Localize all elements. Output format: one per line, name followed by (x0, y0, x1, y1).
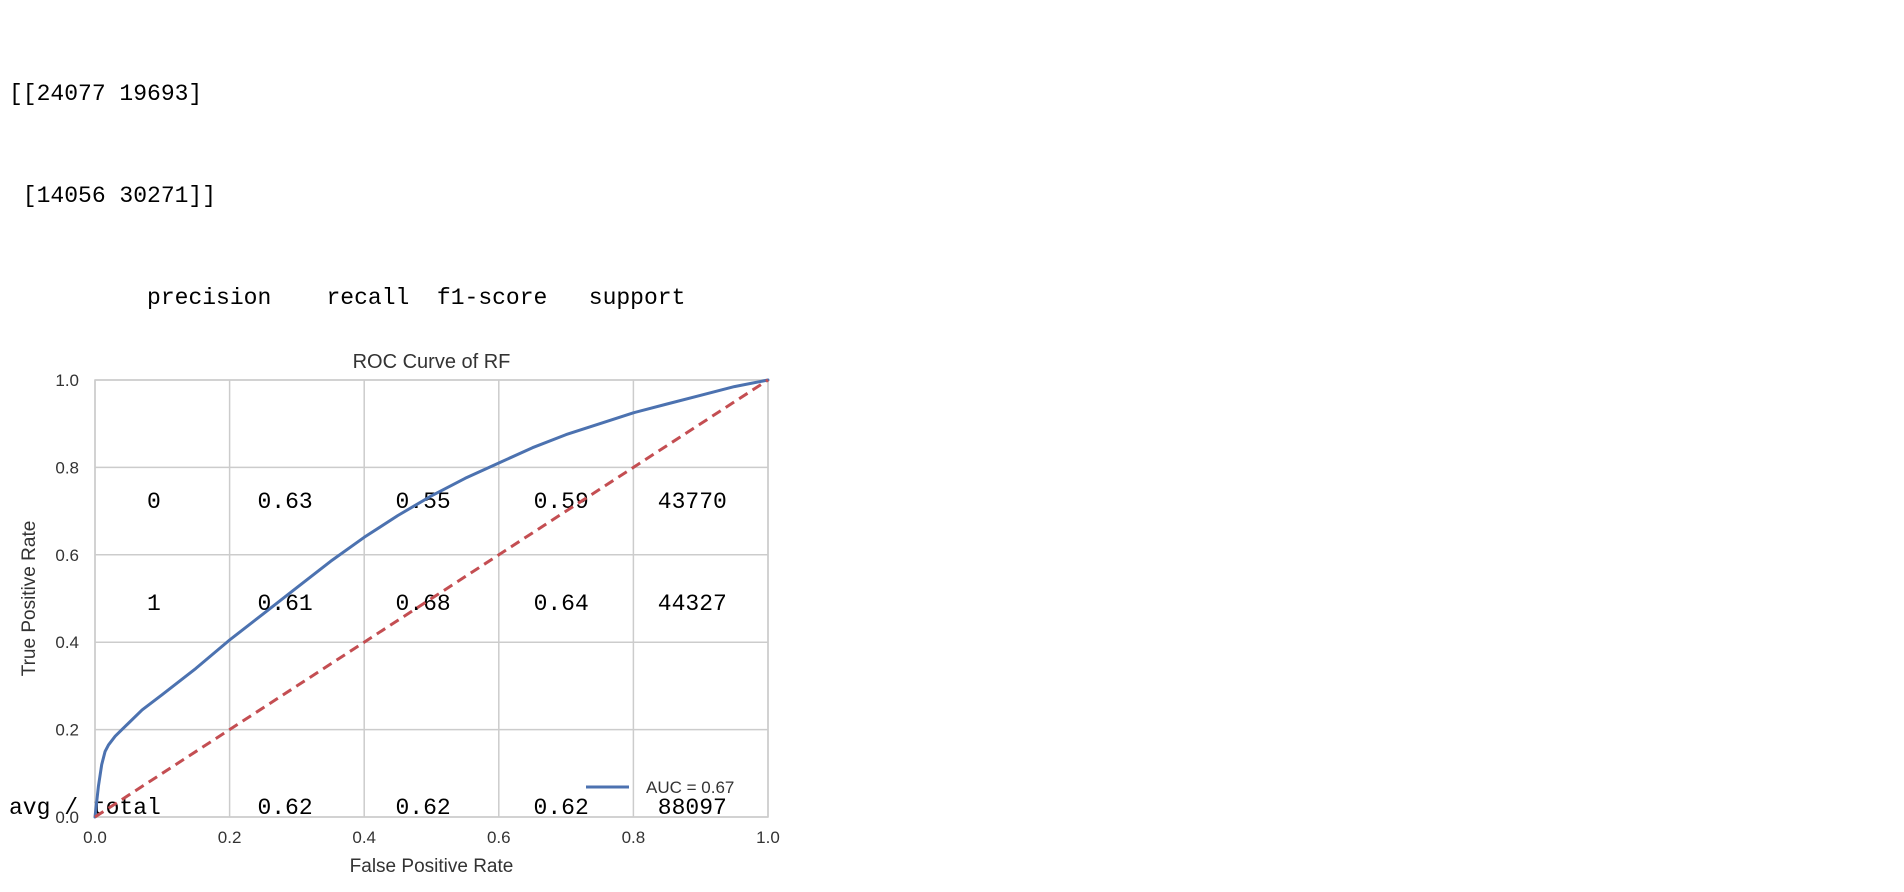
y-tick-label: 0.4 (55, 633, 79, 652)
roc-curve-line (93, 378, 770, 819)
x-tick-label: 0.2 (218, 828, 242, 847)
x-tick-labels: 0.0 0.2 0.4 0.6 0.8 1.0 (83, 828, 780, 847)
legend-label: AUC = 0.67 (646, 778, 734, 797)
series-lines (93, 378, 770, 819)
confusion-matrix-row-2: [14056 30271]] (9, 183, 217, 209)
y-tick-labels: 0.0 0.2 0.4 0.6 0.8 1.0 (55, 371, 79, 827)
console-output: [[24077 19693] [14056 30271]] precision … (9, 9, 727, 859)
row-label: 0 (147, 489, 161, 515)
report-row-1: 1 0.61 0.68 0.64 44327 (9, 587, 727, 621)
confusion-matrix-row-1: [[24077 19693] (9, 81, 203, 107)
x-tick-label: 0.4 (352, 828, 376, 847)
chance-diagonal-line (94, 378, 769, 819)
row-support: 44327 (657, 591, 727, 617)
x-tick-label: 0.6 (487, 828, 511, 847)
chart-title: ROC Curve of RF (353, 351, 511, 373)
header-f1-score: f1-score (436, 285, 548, 311)
row-support: 43770 (657, 489, 727, 515)
y-tick-label: 1.0 (55, 371, 79, 390)
header-recall: recall (326, 285, 410, 311)
header-support: support (588, 285, 686, 311)
y-axis-label: True Positive Rate (19, 521, 40, 677)
report-header: precision recall f1-score support (9, 281, 727, 315)
x-tick-label: 1.0 (756, 828, 780, 847)
x-tick-label: 0.8 (622, 828, 646, 847)
row-precision: 0.63 (257, 489, 313, 515)
x-axis-label: False Positive Rate (350, 856, 514, 877)
legend: AUC = 0.67 (586, 778, 734, 797)
x-tick-label: 0.0 (83, 828, 107, 847)
row-f1: 0.64 (533, 591, 589, 617)
row-label: 1 (147, 591, 161, 617)
header-precision: precision (147, 285, 272, 311)
y-tick-label: 0.0 (55, 808, 79, 827)
y-tick-label: 0.6 (55, 546, 79, 565)
roc-chart: 0.0 0.2 0.4 0.6 0.8 1.0 0.0 0.2 0.4 0.6 0.8 1.0 RO… (19, 351, 780, 877)
y-tick-label: 0.8 (55, 458, 79, 477)
y-tick-label: 0.2 (55, 721, 79, 740)
plot-frame (94, 379, 769, 818)
